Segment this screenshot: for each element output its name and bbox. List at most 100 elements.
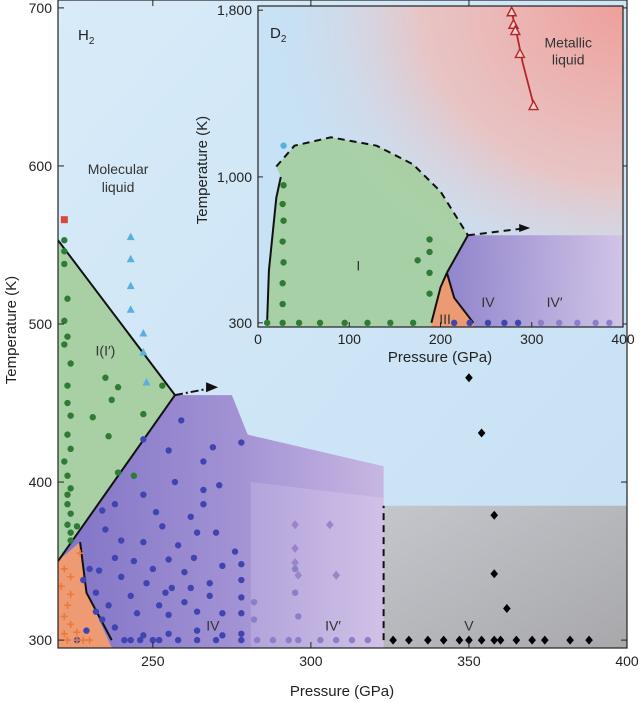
main-point-s2-16 — [64, 491, 71, 498]
inset-point-s0-16 — [426, 236, 433, 243]
main-point-s3-15 — [118, 537, 125, 544]
main-point-s3-22 — [238, 561, 245, 568]
main-point-s2-12 — [67, 445, 74, 453]
main-point-s5-1 — [291, 543, 299, 553]
inset-point-s2-2 — [484, 319, 492, 327]
main-point-s2-4 — [61, 317, 68, 325]
inset-label-d-phase-III: III — [439, 311, 451, 327]
main-point-s2-18 — [67, 510, 74, 517]
main-point-s6-8 — [63, 636, 71, 644]
main-point-s3-41 — [140, 632, 147, 639]
main-point-s4-6 — [348, 636, 356, 644]
main-point-s6-9 — [73, 628, 81, 636]
main-point-s0-0 — [60, 216, 68, 224]
main-point-s3-35 — [133, 610, 141, 617]
main-point-s7-13 — [496, 635, 505, 645]
boundary-III-IV — [79, 541, 113, 641]
main-point-s6-12 — [86, 636, 94, 644]
inset-point-s2-0 — [450, 319, 458, 327]
arrow-head-inset — [519, 223, 531, 232]
inset-point-s0-15 — [414, 257, 421, 264]
main-point-s3-38 — [219, 610, 226, 617]
main-point-s1-2 — [126, 281, 135, 290]
main-phase-boundaries — [58, 239, 385, 641]
inset-point-s0-2 — [295, 319, 303, 327]
main-point-s5-3 — [326, 520, 334, 530]
main-point-s3-13 — [165, 556, 172, 563]
main-point-s7-12 — [490, 635, 499, 645]
main-y-tick-label-400: 400 — [29, 474, 53, 490]
main-point-s3-47 — [149, 636, 157, 644]
main-y-tick-label-500: 500 — [29, 316, 53, 332]
inset-boundary-I-liquid — [275, 136, 469, 236]
main-x-tick-label-400: 400 — [615, 653, 639, 669]
inset-label-d-phase-I: I — [356, 258, 360, 274]
main-point-s2-30 — [159, 382, 166, 389]
main-x-tick-label-300: 300 — [299, 653, 323, 669]
main-point-s2-28 — [130, 472, 138, 479]
main-point-s2-29 — [140, 410, 147, 418]
inset-y-tick-label-1800: 1,800 — [217, 2, 252, 18]
main-point-s3-46 — [127, 636, 134, 644]
inset-x-tick-label-100: 100 — [338, 331, 362, 347]
main-point-s7-3 — [490, 569, 499, 579]
main-point-s7-16 — [541, 635, 549, 645]
main-point-s5-4 — [332, 570, 340, 580]
main-point-s7-18 — [585, 635, 593, 645]
region-V-shade — [383, 505, 627, 648]
main-label-phase-V: V — [464, 618, 474, 634]
main-point-s3-39 — [238, 610, 245, 617]
main-point-s7-5 — [389, 635, 397, 645]
main-point-s7-4 — [503, 603, 511, 613]
inset-point-s3-0 — [537, 319, 545, 327]
main-point-s3-28 — [238, 576, 245, 584]
inset-point-s3-2 — [574, 319, 581, 327]
main-point-s3-32 — [206, 592, 213, 600]
main-point-s2-23 — [114, 384, 122, 391]
main-point-s3-61 — [80, 576, 87, 584]
main-point-s5-0 — [291, 520, 299, 530]
main-point-s6-11 — [79, 636, 87, 644]
main-point-s2-3 — [64, 295, 71, 302]
main-point-s3-2 — [140, 491, 147, 498]
main-point-s3-56 — [178, 417, 185, 424]
main-point-s3-36 — [165, 611, 172, 619]
main-point-s3-34 — [105, 602, 112, 609]
main-region-labels: Molecular liquid I(I′) IV IV′ V — [88, 161, 475, 634]
main-point-s4-0 — [253, 636, 261, 644]
main-point-s3-27 — [206, 580, 213, 587]
inset-y-axis-title: Temperature (K) — [194, 116, 211, 224]
main-point-s2-27 — [114, 469, 122, 476]
main-point-s3-25 — [143, 580, 150, 587]
inset-point-s3-3 — [592, 319, 599, 327]
main-point-s3-68 — [136, 636, 144, 644]
main-point-s3-51 — [238, 636, 245, 644]
main-point-s3-20 — [181, 568, 188, 576]
main-point-s6-1 — [67, 573, 75, 581]
main-axis-ticks: 250 300 350 400 300 400 500 600 700 — [29, 0, 639, 669]
inset-point-s3-1 — [555, 319, 563, 327]
main-point-s2-7 — [67, 360, 74, 367]
inset-point-s0-5 — [364, 319, 371, 327]
inset-boundary-III-IV — [445, 272, 475, 324]
main-point-s3-24 — [118, 573, 125, 581]
main-point-s3-30 — [155, 602, 163, 609]
boundary-I-liquid — [58, 239, 176, 396]
main-point-s6-0 — [60, 565, 68, 573]
main-point-s3-62 — [92, 589, 100, 596]
main-point-s4-3 — [295, 636, 302, 644]
main-point-s4-2 — [285, 636, 292, 644]
main-point-s7-1 — [477, 428, 486, 438]
main-point-s2-13 — [61, 458, 68, 465]
main-label-phase-IV: IV — [206, 618, 220, 634]
main-point-s7-15 — [528, 635, 536, 645]
main-point-s6-4 — [63, 601, 71, 609]
region-IVp-fill — [250, 482, 384, 648]
main-x-tick-label-250: 250 — [141, 653, 165, 669]
main-point-s2-0 — [61, 237, 68, 244]
inset-point-s0-18 — [426, 269, 433, 277]
inset-point-s0-12 — [280, 217, 287, 224]
main-point-s3-5 — [187, 513, 194, 521]
main-y-tick-label-700: 700 — [29, 0, 53, 16]
